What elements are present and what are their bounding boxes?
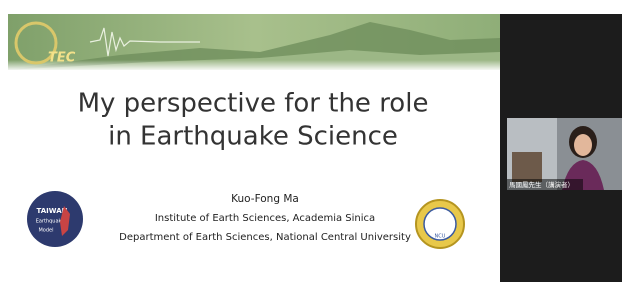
logo-text: TEC — [48, 51, 76, 66]
affiliation: Department of Earth Sciences, National C… — [119, 232, 411, 243]
video-furniture — [512, 152, 542, 182]
author: Kuo-Fong Ma — [231, 193, 299, 205]
left-logo-text: Earthquake — [36, 219, 65, 225]
banner-fade — [8, 60, 500, 70]
affiliation: Institute of Earth Sciences, Academia Si… — [155, 213, 375, 224]
video-caption: 馬國鳳先生（講演者） — [509, 180, 574, 189]
screen: TEC My perspective for the role in Earth… — [0, 0, 622, 282]
slide-title: My perspective for the role — [78, 89, 429, 119]
right-logo-text: NCU — [435, 234, 446, 240]
left-logo-text: Model — [38, 228, 53, 234]
video-face — [574, 134, 592, 156]
slide-title: in Earthquake Science — [108, 122, 398, 152]
page: TEC My perspective for the role in Earth… — [0, 0, 622, 282]
